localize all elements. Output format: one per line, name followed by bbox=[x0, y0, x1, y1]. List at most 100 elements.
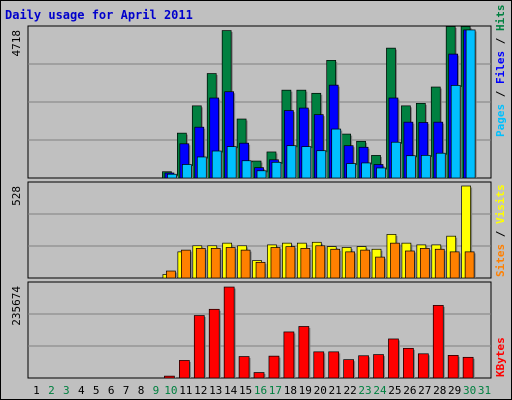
bar-pages-day-15 bbox=[241, 160, 252, 179]
x-tick-label-day-13: 13 bbox=[209, 384, 222, 397]
legend-entry: / bbox=[494, 31, 507, 51]
x-tick-label-day-18: 18 bbox=[284, 384, 297, 397]
x-tick-label-day-20: 20 bbox=[314, 384, 327, 397]
x-tick-label-day-30: 30 bbox=[463, 384, 476, 397]
x-tick-label-day-22: 22 bbox=[343, 384, 356, 397]
bar-kbytes-day-30 bbox=[462, 356, 474, 379]
x-tick-label-day-27: 27 bbox=[418, 384, 431, 397]
bar-pages-day-24 bbox=[376, 167, 386, 179]
x-tick-label-day-23: 23 bbox=[358, 384, 371, 397]
x-tick-label-day-26: 26 bbox=[403, 384, 416, 397]
bar-sites-day-26 bbox=[405, 250, 415, 279]
bar-pages-day-19 bbox=[301, 146, 312, 179]
legend-entry: Files bbox=[494, 51, 507, 84]
bar-pages-day-20 bbox=[316, 150, 327, 179]
bar-sites-day-12 bbox=[195, 248, 206, 279]
legend-bottom: KBytes bbox=[494, 337, 507, 377]
bar-pages-day-13 bbox=[211, 150, 222, 179]
bar-kbytes-day-24 bbox=[373, 354, 384, 379]
bar-sites-day-29 bbox=[449, 251, 460, 279]
bar-pages-day-22 bbox=[346, 163, 356, 179]
bar-sites-day-10 bbox=[166, 270, 176, 279]
y-max-label-bottom: 235674 bbox=[10, 286, 23, 326]
panel-middle: 528 Sites / Visits bbox=[10, 181, 507, 279]
x-tick-label-day-16: 16 bbox=[254, 384, 267, 397]
x-tick-label-day-8: 8 bbox=[138, 384, 145, 397]
bar-pages-day-18 bbox=[286, 145, 297, 179]
bar-sites-day-21 bbox=[330, 248, 341, 279]
bar-sites-day-11 bbox=[181, 249, 191, 279]
bar-kbytes-day-20 bbox=[313, 351, 325, 379]
x-tick-label-day-28: 28 bbox=[433, 384, 446, 397]
legend-entry: Sites bbox=[494, 244, 507, 277]
x-tick-label-day-1: 1 bbox=[33, 384, 40, 397]
bar-pages-day-29 bbox=[450, 85, 461, 179]
bar-kbytes-day-12 bbox=[193, 315, 205, 379]
bar-pages-day-11 bbox=[182, 164, 192, 179]
bar-kbytes-day-23 bbox=[358, 355, 369, 379]
bar-sites-day-27 bbox=[419, 248, 430, 279]
x-tick-label-day-25: 25 bbox=[388, 384, 401, 397]
x-tick-label-day-29: 29 bbox=[448, 384, 461, 397]
bar-kbytes-day-19 bbox=[298, 326, 310, 379]
bar-kbytes-day-11 bbox=[179, 360, 190, 379]
legend-entry: / bbox=[494, 84, 507, 104]
bar-sites-day-25 bbox=[390, 242, 400, 279]
x-tick-label-day-2: 2 bbox=[48, 384, 55, 397]
bar-pages-day-16 bbox=[256, 170, 267, 179]
bar-pages-day-26 bbox=[406, 155, 416, 179]
x-tick-label-day-6: 6 bbox=[108, 384, 115, 397]
bar-kbytes-day-10 bbox=[164, 375, 175, 379]
y-max-label-top: 4718 bbox=[10, 30, 23, 57]
x-tick-label-day-15: 15 bbox=[239, 384, 252, 397]
bar-pages-day-21 bbox=[331, 128, 342, 179]
x-tick-label-day-9: 9 bbox=[153, 384, 160, 397]
panel-top: 4718 Pages / Files / Hits bbox=[10, 5, 507, 179]
x-tick-label-day-31: 31 bbox=[478, 384, 491, 397]
bar-kbytes-day-13 bbox=[208, 308, 220, 379]
bar-pages-day-12 bbox=[196, 156, 207, 179]
y-max-label-middle: 528 bbox=[10, 186, 23, 206]
x-tick-label-day-10: 10 bbox=[164, 384, 177, 397]
legend-entry: KBytes bbox=[494, 337, 507, 377]
x-tick-label-day-24: 24 bbox=[373, 384, 387, 397]
x-tick-label-day-21: 21 bbox=[329, 384, 342, 397]
bar-sites-day-24 bbox=[375, 256, 385, 279]
bar-sites-day-23 bbox=[360, 249, 370, 279]
x-tick-label-day-12: 12 bbox=[194, 384, 207, 397]
bar-pages-day-25 bbox=[391, 141, 401, 179]
bar-kbytes-day-16 bbox=[253, 372, 265, 379]
bar-kbytes-day-28 bbox=[432, 305, 444, 379]
bar-sites-day-17 bbox=[270, 247, 281, 279]
chart-title: Daily usage for April 2011 bbox=[5, 8, 193, 22]
x-tick-label-day-4: 4 bbox=[78, 384, 85, 397]
bar-kbytes-day-22 bbox=[343, 359, 354, 379]
bar-pages-day-30 bbox=[465, 29, 476, 179]
bar-sites-day-13 bbox=[210, 248, 221, 279]
bar-sites-day-15 bbox=[240, 249, 251, 279]
panel-bottom: 235674 KBytes bbox=[10, 281, 507, 379]
bar-kbytes-day-15 bbox=[238, 356, 250, 379]
bar-pages-day-23 bbox=[361, 162, 371, 179]
bar-kbytes-day-17 bbox=[268, 355, 280, 379]
x-tick-label-day-17: 17 bbox=[269, 384, 282, 397]
bar-sites-day-30 bbox=[464, 251, 475, 279]
legend-entry: Visits bbox=[494, 184, 507, 224]
legend-entry: / bbox=[494, 224, 507, 244]
bar-kbytes-day-21 bbox=[328, 351, 340, 379]
bar-pages-day-10 bbox=[167, 173, 177, 179]
bar-pages-day-28 bbox=[435, 152, 446, 179]
x-tick-label-day-19: 19 bbox=[299, 384, 312, 397]
bar-pages-day-14 bbox=[226, 146, 237, 179]
x-tick-label-day-5: 5 bbox=[93, 384, 100, 397]
bar-kbytes-day-14 bbox=[223, 286, 235, 379]
legend-entry: Pages bbox=[494, 104, 507, 137]
bar-kbytes-day-26 bbox=[403, 347, 414, 379]
bar-kbytes-day-29 bbox=[447, 355, 459, 379]
bar-sites-day-16 bbox=[255, 261, 266, 279]
legend-top: Pages / Files / Hits bbox=[494, 5, 507, 138]
bar-kbytes-day-18 bbox=[283, 331, 295, 379]
bar-sites-day-18 bbox=[285, 246, 296, 279]
